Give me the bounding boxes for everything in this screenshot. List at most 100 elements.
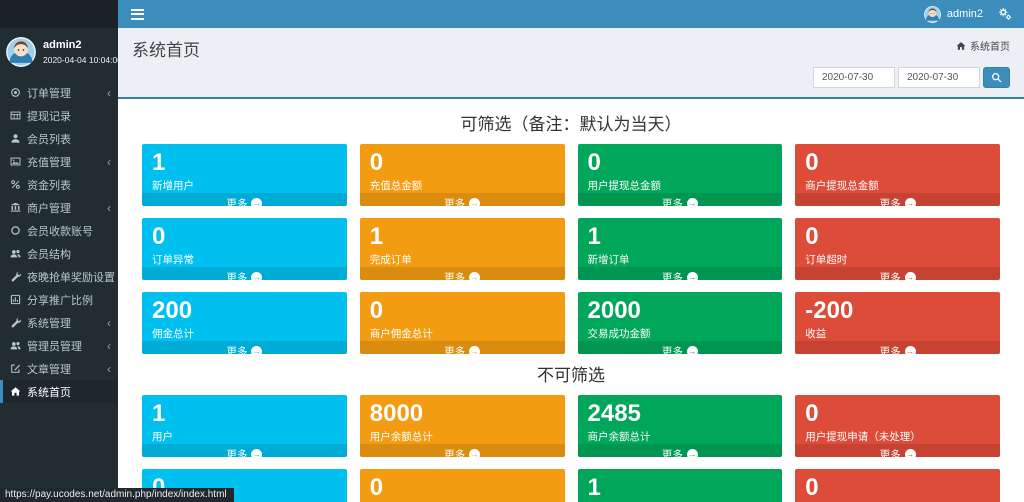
wrench-icon <box>10 317 21 328</box>
arrow-circle-right-icon: → <box>469 449 481 457</box>
sidebar-item[interactable]: 系统首页 <box>0 380 118 403</box>
stat-label: 用户提现申请（未处理） <box>805 431 921 444</box>
arrow-circle-right-icon: → <box>251 272 263 280</box>
more-link[interactable]: 更多 → <box>795 267 1000 280</box>
image-icon <box>10 156 21 167</box>
home-icon <box>956 41 966 51</box>
arrow-circle-right-icon: → <box>904 346 916 354</box>
more-link[interactable]: 更多 → <box>577 267 783 280</box>
sidebar-item[interactable]: 系统管理 ‹ <box>0 311 118 334</box>
sidebar-item[interactable]: 订单管理 ‹ <box>0 81 118 104</box>
sidebar-menu: 订单管理 ‹ 提现记录 会员列表 充值管理 ‹ <box>0 81 118 403</box>
more-link[interactable]: 更多 → <box>577 444 783 457</box>
sidebar-item[interactable]: 文章管理 ‹ <box>0 357 118 380</box>
more-label: 更多 <box>661 346 683 354</box>
stat-label: 订单异常 <box>152 254 194 267</box>
date-to-input[interactable] <box>898 67 980 88</box>
chevron-left-icon: ‹ <box>107 200 111 215</box>
more-label: 更多 <box>226 272 248 280</box>
stat-card: 2485 商户余额总计 更多 → <box>577 395 783 457</box>
stat-value: 0 <box>587 149 601 176</box>
stat-label: 新增订单 <box>587 254 630 267</box>
sidebar-item[interactable]: 商户管理 ‹ <box>0 196 118 219</box>
sidebar-item[interactable]: 管理员管理 ‹ <box>0 334 118 357</box>
user-menu[interactable]: admin2 <box>924 6 983 23</box>
content-header: 系统首页 系统首页 <box>118 28 1024 61</box>
more-link[interactable]: 更多 → <box>142 267 347 280</box>
more-link[interactable]: 更多 → <box>359 193 565 206</box>
arrow-circle-right-icon: → <box>251 449 263 457</box>
arrow-circle-right-icon: → <box>686 449 698 457</box>
more-link[interactable]: 更多 → <box>359 341 565 354</box>
stat-label: 用户余额总计 <box>369 431 433 444</box>
more-link[interactable]: 更多 → <box>795 193 1000 206</box>
stat-label: 商户提现总金额 <box>805 180 879 193</box>
avatar <box>924 6 941 23</box>
sidebar-item[interactable]: 提现记录 <box>0 104 118 127</box>
sidebar-toggle-icon[interactable] <box>118 0 156 28</box>
date-filter <box>118 61 1024 97</box>
arrow-circle-right-icon: → <box>686 272 698 280</box>
chevron-left-icon: ‹ <box>107 338 111 353</box>
stat-value: 0 <box>369 149 384 176</box>
stat-card: 0 当前在线抢单人数 更多→ <box>795 469 1000 502</box>
more-link[interactable]: 更多 → <box>359 267 565 280</box>
circle-o-icon <box>10 225 21 236</box>
breadcrumb-link[interactable]: 系统首页 <box>970 42 1010 53</box>
chevron-left-icon: ‹ <box>107 361 111 376</box>
navbar-user-name: admin2 <box>946 8 983 20</box>
stat-label: 充值总金额 <box>369 180 423 193</box>
avatar <box>6 37 36 67</box>
more-link[interactable]: 更多 → <box>142 193 347 206</box>
more-link[interactable]: 更多 → <box>577 193 783 206</box>
search-button[interactable] <box>983 67 1010 88</box>
stat-card: 0 商户提现申请（未处理） 更多→ <box>359 469 565 502</box>
stat-value: 8000 <box>369 400 424 427</box>
more-link[interactable]: 更多 → <box>795 444 1000 457</box>
arrow-circle-right-icon: → <box>251 198 263 206</box>
stat-label: 收益 <box>805 328 827 341</box>
stat-value: -200 <box>805 297 854 324</box>
date-from-input[interactable] <box>813 67 895 88</box>
stat-card: 200 佣金总计 更多 → <box>142 292 347 354</box>
stat-label: 佣金总计 <box>152 328 194 341</box>
sidebar-item[interactable]: 会员结构 <box>0 242 118 265</box>
logo-area <box>0 0 118 28</box>
sidebar-item[interactable]: 充值管理 ‹ <box>0 150 118 173</box>
more-link[interactable]: 更多 → <box>795 341 1000 354</box>
more-label: 更多 <box>661 272 683 280</box>
sidebar-item[interactable]: 夜晚抢单奖励设置 <box>0 265 118 288</box>
sidebar-item-label: 充值管理 <box>27 156 71 169</box>
stat-value: 2485 <box>587 400 641 427</box>
more-label: 更多 <box>879 198 901 206</box>
more-label: 更多 <box>444 449 466 457</box>
sidebar-user-datetime: 2020-04-04 10:04:00 <box>43 55 122 65</box>
more-link[interactable]: 更多 → <box>577 341 783 354</box>
more-label: 更多 <box>879 272 901 280</box>
more-label: 更多 <box>226 449 248 457</box>
more-label: 更多 <box>661 449 683 457</box>
user-panel: admin2 2020-04-04 10:04:00 <box>0 28 122 77</box>
sidebar-item-label: 订单管理 <box>27 87 71 100</box>
more-label: 更多 <box>226 346 248 354</box>
chevron-left-icon: ‹ <box>107 154 111 169</box>
user-icon <box>10 133 21 144</box>
sidebar: admin2 2020-04-04 10:04:00 订单管理 ‹ 提现记录 会… <box>0 0 122 502</box>
sidebar-item[interactable]: 分享推广比例 <box>0 288 118 311</box>
more-label: 更多 <box>879 346 901 354</box>
stat-label: 用户提现总金额 <box>587 180 662 193</box>
more-link[interactable]: 更多 → <box>142 341 347 354</box>
stat-label: 商户佣金总计 <box>369 328 433 341</box>
more-link[interactable]: 更多 → <box>142 444 347 457</box>
more-label: 更多 <box>444 346 466 354</box>
sidebar-item[interactable]: 会员列表 <box>0 127 118 150</box>
sidebar-item-label: 夜晚抢单奖励设置 <box>27 271 115 284</box>
stat-card: 0 用户提现申请（未处理） 更多 → <box>795 395 1000 457</box>
more-link[interactable]: 更多 → <box>359 444 565 457</box>
settings-gears-icon[interactable] <box>998 7 1012 21</box>
sidebar-item[interactable]: 资金列表 <box>0 173 118 196</box>
stat-card: 1 当前在线人数 更多→ <box>577 469 783 502</box>
sidebar-item[interactable]: 会员收款账号 <box>0 219 118 242</box>
stat-value: 0 <box>805 223 819 250</box>
sidebar-item-label: 系统首页 <box>27 386 71 399</box>
